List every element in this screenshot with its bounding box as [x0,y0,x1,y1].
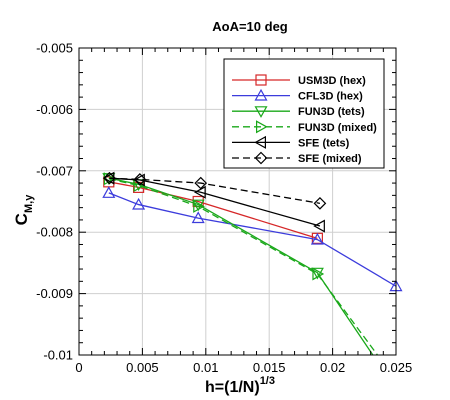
data-point [312,267,325,281]
data-point [313,219,325,233]
data-point [310,232,324,245]
y-tick-label: -0.01 [43,348,73,363]
tick-labels: 0 0.005 0.01 0.015 0.02 0.025 -0.01 -0.009 -0.00… [36,41,412,376]
legend-marker [254,151,268,165]
legend-item-sfe-tets: SFE (tets) [232,135,350,149]
data-point [132,197,146,210]
y-tick-label: -0.007 [36,163,73,178]
series-line-sfe-mixed [109,177,321,204]
series-layer [102,171,403,355]
legend: USM3D (hex) CFL3D (hex) FUN3D (tets) FUN3D … [223,58,385,169]
data-point [313,196,327,210]
legend-item-fun3d-tets: FUN3D (tets) [232,106,365,118]
series-line-fun3d-tets [108,177,374,355]
data-point [193,185,206,199]
x-tick-label: 0.025 [380,360,413,375]
data-point [191,211,205,224]
y-axis-label-main: C [12,213,31,225]
legend-item-sfe-mixed: SFE (mixed) [232,151,362,165]
series-sfe-mixed [103,171,327,210]
data-point [310,267,324,280]
legend-marker [255,74,267,86]
data-point [103,171,116,185]
legend-label: FUN3D (tets) [298,106,365,118]
data-point [193,199,205,213]
legend-label: USM3D (hex) [298,75,366,87]
series-line-cfl3d-hex [108,192,396,287]
data-point [133,173,147,186]
plot-frame [78,47,397,356]
legend-marker [256,120,268,134]
legend-marker [254,106,268,118]
x-tick-label: 0 [75,360,82,375]
y-axis-label-sub: M,y [23,194,35,213]
legend-item-fun3d-mixed: FUN3D (mixed) [232,120,377,134]
legend-label: SFE (mixed) [298,153,362,165]
legend-items: USM3D (hex) CFL3D (hex) FUN3D (tets) FUN3D … [232,74,377,165]
axis-ticks [78,47,397,356]
x-axis-label-sup: 1/3 [260,375,275,387]
y-tick-label: -0.006 [36,102,73,117]
legend-label: FUN3D (mixed) [298,122,377,134]
series-line-fun3d-mixed [108,178,379,355]
x-tick-label: 0.005 [126,360,159,375]
data-point [194,176,208,190]
chart-title: AoA=10 deg [212,19,288,34]
x-axis-label-main: h=(1/N) [205,379,260,396]
y-tick-label: -0.008 [36,225,73,240]
y-axis-label: CM,y [12,194,35,226]
legend-item-usm3d-hex: USM3D (hex) [232,74,366,87]
x-tick-label: 0.015 [253,360,286,375]
x-axis-label: h=(1/N)1/3 [205,375,275,396]
x-tick-label: 0.02 [320,360,345,375]
y-tick-label: -0.009 [36,286,73,301]
series-cfl3d-hex [102,186,403,292]
legend-label: SFE (tets) [298,137,350,149]
legend-label: CFL3D (hex) [298,91,363,103]
legend-marker [254,135,266,149]
legend-box [223,58,385,169]
data-point [102,186,116,198]
legend-marker [254,88,268,101]
x-tick-label: 0.01 [193,360,218,375]
y-tick-label: -0.005 [36,41,73,56]
legend-item-cfl3d-hex: CFL3D (hex) [232,88,363,103]
